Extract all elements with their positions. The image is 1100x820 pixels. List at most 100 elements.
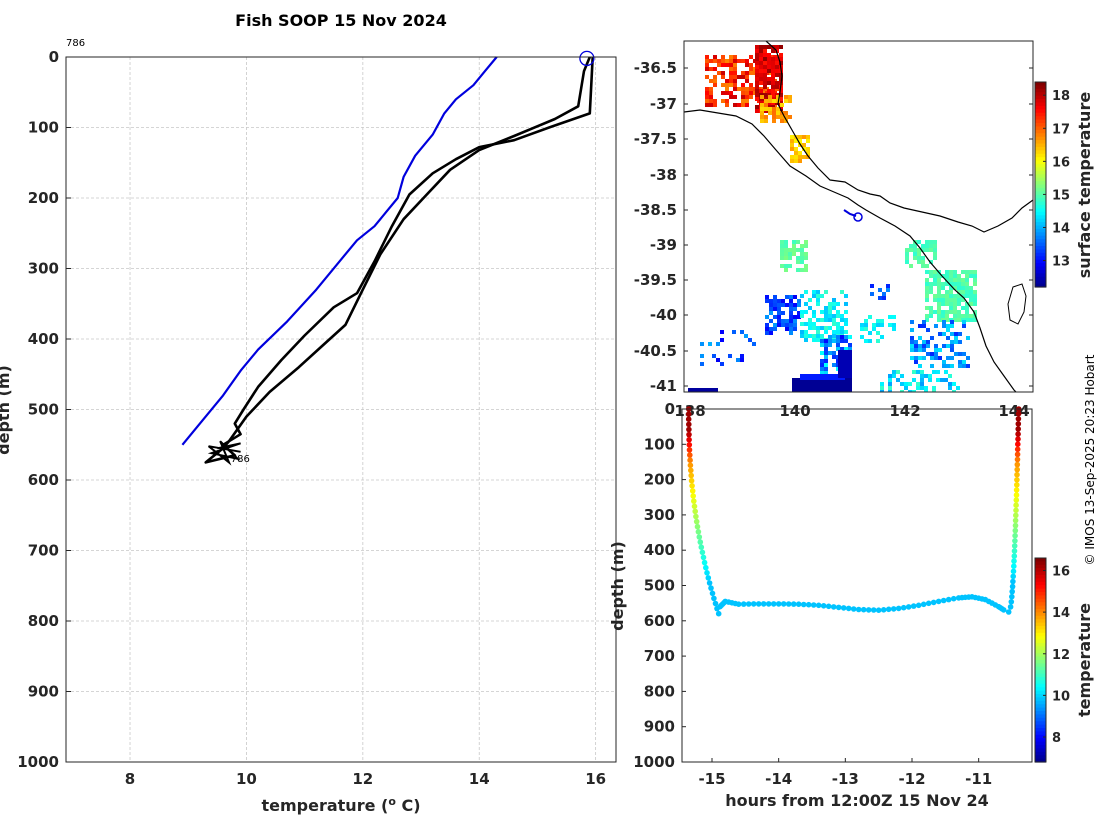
sst-cell (908, 390, 912, 392)
sst-cell (737, 103, 741, 107)
sst-cell (729, 71, 733, 75)
section-colorbar-segment (1035, 653, 1046, 658)
sst-cell (945, 314, 949, 318)
sst-cell (832, 314, 836, 318)
sst-cell (918, 348, 922, 352)
sst-cell (760, 103, 764, 107)
sst-cell (953, 270, 957, 274)
sst-cell (944, 370, 948, 374)
section-y-tick-label: 800 (644, 682, 675, 700)
sst-cell (942, 332, 946, 336)
section-point (688, 472, 694, 479)
section-point (920, 601, 927, 608)
sst-cell (937, 278, 941, 282)
sst-cell (705, 91, 709, 95)
sst-cell (940, 378, 944, 382)
sst-cell (962, 352, 966, 356)
sst-cell (713, 55, 717, 59)
map-colorbar-segment (1035, 228, 1046, 233)
sst-cell (804, 310, 808, 314)
section-colorbar-segment (1035, 571, 1046, 576)
sst-cell (950, 356, 954, 360)
sst-cell (763, 45, 767, 49)
sst-cell (929, 290, 933, 294)
sst-cell (700, 354, 704, 358)
sst-cell (733, 71, 737, 75)
sst-cell (768, 99, 772, 103)
sst-cell (860, 335, 864, 339)
sst-cell (840, 326, 844, 330)
sst-cell (925, 282, 929, 286)
section-point (765, 601, 772, 607)
sst-cell (798, 151, 802, 155)
map-y-tick-label: -39 (650, 236, 677, 254)
section-point (790, 601, 797, 607)
sst-cell (797, 315, 801, 319)
sst-cell (796, 240, 800, 244)
sst-cell (840, 347, 844, 351)
sst-cell (733, 103, 737, 107)
section-colorbar-segment (1035, 585, 1046, 590)
sst-cell (973, 310, 977, 314)
map-colorbar-tick-label: 15 (1052, 188, 1070, 203)
section-colorbar-segment (1035, 738, 1046, 743)
map-y-tick-label: -36.5 (634, 59, 677, 77)
sst-cell (914, 356, 918, 360)
sst-cell (929, 286, 933, 290)
sst-cell (886, 288, 890, 292)
sst-cell (948, 386, 952, 390)
sst-cell (929, 244, 933, 248)
sst-cell (824, 371, 828, 375)
sst-cell (716, 358, 720, 362)
section-point (687, 462, 694, 469)
sst-cell (777, 315, 781, 319)
sst-cell (925, 286, 929, 290)
section-point (696, 534, 703, 540)
sst-cell (941, 282, 945, 286)
section-x-tick-label: -13 (832, 770, 859, 788)
sst-cell (764, 107, 768, 111)
sst-cell (729, 75, 733, 79)
sst-cell (763, 65, 767, 69)
sst-cell (804, 302, 808, 306)
sst-cell (804, 244, 808, 248)
section-point (935, 598, 942, 605)
section-colorbar-segment (1035, 660, 1046, 664)
sst-cell (965, 286, 969, 290)
section-point (1014, 446, 1021, 453)
sst-cell (806, 139, 810, 143)
sst-cell (779, 45, 783, 49)
sst-cell (771, 77, 775, 81)
sst-cell (776, 107, 780, 111)
sst-cell (870, 284, 874, 288)
sst-cell (712, 354, 716, 358)
sst-cell (816, 338, 820, 342)
sst-cell (733, 55, 737, 59)
section-point (704, 570, 710, 576)
sst-cell (832, 322, 836, 326)
sst-cell (957, 286, 961, 290)
sst-cell (820, 343, 824, 347)
sst-cell (729, 67, 733, 71)
section-colorbar-segment (1035, 666, 1046, 671)
sst-cell (953, 302, 957, 306)
sst-cell (725, 59, 729, 63)
sst-cell (957, 294, 961, 298)
section-colorbar-segment (1035, 615, 1046, 620)
sst-cell (958, 364, 962, 368)
sst-cell (876, 339, 880, 343)
map-colorbar-segment (1035, 153, 1046, 158)
section-point (1011, 563, 1017, 569)
sst-cell (969, 290, 973, 294)
sst-cell (949, 286, 953, 290)
map-colorbar-segment (1035, 246, 1046, 251)
sst-cell (816, 326, 820, 330)
sst-cell (920, 386, 924, 390)
section-point (900, 604, 907, 611)
map-colorbar-segment (1035, 181, 1046, 186)
sst-cell (780, 252, 784, 256)
section-colorbar-segment (1035, 700, 1046, 705)
sst-cell (929, 248, 933, 252)
series-line-profile-up (222, 56, 592, 450)
sst-cell (788, 248, 792, 252)
